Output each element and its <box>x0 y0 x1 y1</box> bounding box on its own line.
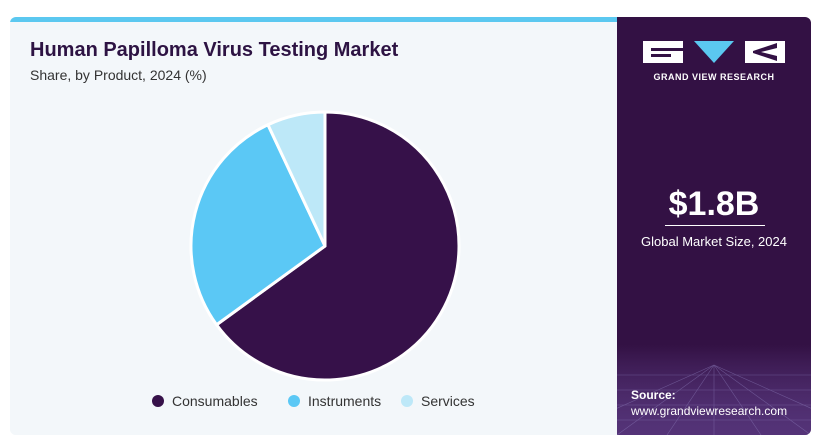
grand-view-research-logo <box>643 41 785 63</box>
legend-label: Instruments <box>308 393 382 409</box>
source-label: Source: <box>631 388 676 402</box>
accent-bar <box>10 17 617 22</box>
market-size-value: $1.8B <box>668 185 760 223</box>
pie-slice-consumables <box>215 110 461 382</box>
legend-item-consumables: Consumables <box>152 393 258 409</box>
divider <box>665 225 765 226</box>
report-card: Human Papilloma Virus Testing Market Sha… <box>10 17 811 435</box>
source-link[interactable]: www.grandviewresearch.com <box>631 404 788 418</box>
chart-legend: Consumables Instruments Services <box>10 393 617 415</box>
legend-item-instruments: Instruments <box>288 393 381 409</box>
legend-label: Services <box>421 393 475 409</box>
pie-chart <box>189 110 461 382</box>
grid-decoration <box>617 345 811 435</box>
legend-item-services: Services <box>401 393 475 409</box>
legend-marker <box>288 395 300 407</box>
pie-slice-instruments <box>189 123 327 327</box>
pie-slice-services <box>266 110 327 248</box>
info-sidebar: GRAND VIEW RESEARCH $1.8B Global Market … <box>617 17 811 435</box>
legend-label: Consumables <box>172 393 258 409</box>
chart-title: Human Papilloma Virus Testing Market <box>30 39 399 61</box>
market-size-label: Global Market Size, 2024 <box>641 234 787 249</box>
legend-marker <box>401 395 413 407</box>
brand-name: GRAND VIEW RESEARCH <box>653 72 775 82</box>
chart-subtitle: Share, by Product, 2024 (%) <box>30 67 207 83</box>
chart-panel: Human Papilloma Virus Testing Market Sha… <box>10 17 617 435</box>
legend-marker <box>152 395 164 407</box>
